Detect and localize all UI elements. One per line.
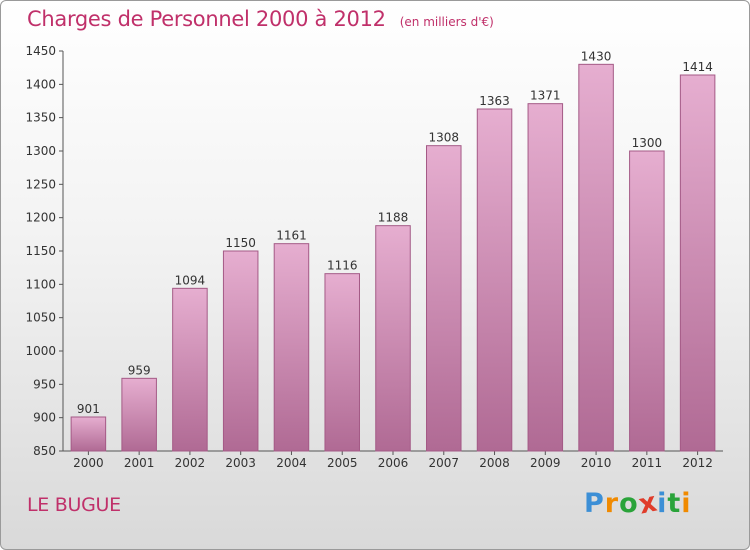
bar-2001[interactable] <box>121 377 157 452</box>
location-name: LE BUGUE <box>27 494 121 516</box>
x-tick-label-2004: 2004 <box>276 456 307 470</box>
data-label-2010: 1430 <box>581 49 612 63</box>
data-label-2006: 1188 <box>378 211 409 225</box>
x-tick-label-2006: 2006 <box>378 456 409 470</box>
bar-2012[interactable] <box>679 74 716 452</box>
y-tick-label: 1150 <box>25 244 56 258</box>
data-label-2009: 1371 <box>530 89 561 103</box>
x-tick-label-2010: 2010 <box>581 456 612 470</box>
y-tick-label: 1000 <box>25 344 56 358</box>
logo-letter: P <box>584 488 605 519</box>
title-row: Charges de Personnel 2000 à 2012 (en mill… <box>27 7 494 31</box>
x-tick-label-2011: 2011 <box>632 456 663 470</box>
chart-subtitle: (en milliers d'€) <box>399 15 494 29</box>
y-tick-label: 1450 <box>25 44 56 58</box>
bar-2010[interactable] <box>578 63 614 452</box>
x-tick-label-2009: 2009 <box>530 456 561 470</box>
bar-2007[interactable] <box>426 145 462 452</box>
x-tick-label-2007: 2007 <box>428 456 459 470</box>
bar-2008[interactable] <box>476 108 513 452</box>
bar-2000[interactable] <box>70 416 107 452</box>
bar-2011[interactable] <box>629 150 665 452</box>
bar-2003[interactable] <box>222 250 259 452</box>
y-tick-label: 1250 <box>25 177 56 191</box>
data-label-2001: 959 <box>128 363 151 377</box>
data-label-2012: 1414 <box>682 60 713 74</box>
y-tick-label: 900 <box>33 411 56 425</box>
y-tick-label: 1050 <box>25 311 56 325</box>
data-label-2004: 1161 <box>276 229 307 243</box>
logo-letter: o <box>619 488 639 519</box>
bar-2009[interactable] <box>527 103 564 452</box>
y-tick-label: 1300 <box>25 144 56 158</box>
bar-2002[interactable] <box>172 287 208 452</box>
bars <box>70 63 716 452</box>
data-label-2008: 1363 <box>479 94 510 108</box>
y-tick-label: 1100 <box>25 277 56 291</box>
logo-letter: i <box>657 488 668 519</box>
logo-letter: r <box>604 488 620 519</box>
y-tick-label: 1200 <box>25 211 56 225</box>
chart-title: Charges de Personnel 2000 à 2012 <box>27 7 386 31</box>
x-tick-label-2003: 2003 <box>225 456 256 470</box>
x-tick-label-2000: 2000 <box>73 456 104 470</box>
y-tick-label: 950 <box>33 377 56 391</box>
logo-letter: t <box>667 488 682 519</box>
data-label-2007: 1308 <box>428 131 459 145</box>
bar-2006[interactable] <box>375 225 411 452</box>
proxiti-logo[interactable]: Proxiti <box>584 486 692 520</box>
x-tick-label-2008: 2008 <box>479 456 510 470</box>
y-tick-label: 850 <box>33 444 56 458</box>
x-tick-label-2001: 2001 <box>124 456 155 470</box>
data-label-2003: 1150 <box>225 236 256 250</box>
data-label-2002: 1094 <box>175 273 206 287</box>
axes: 850 900 950 1000 1050 1100 1150 1200 1250 1300 135… <box>25 44 723 458</box>
logo-letter: i <box>681 488 692 519</box>
y-tick-label: 1350 <box>25 111 56 125</box>
bar-2004[interactable] <box>273 243 310 452</box>
x-tick-label-2002: 2002 <box>175 456 206 470</box>
data-label-2005: 1116 <box>327 259 358 273</box>
x-tick-label-2005: 2005 <box>327 456 358 470</box>
data-label-2000: 901 <box>77 402 100 416</box>
labels: 901 2000 959 2001 1094 2002 1150 2003 1161 2004 11… <box>73 49 713 470</box>
data-label-2011: 1300 <box>632 136 663 150</box>
bar-2005[interactable] <box>324 273 360 452</box>
x-tick-label-2012: 2012 <box>682 456 713 470</box>
y-tick-label: 1400 <box>25 77 56 91</box>
